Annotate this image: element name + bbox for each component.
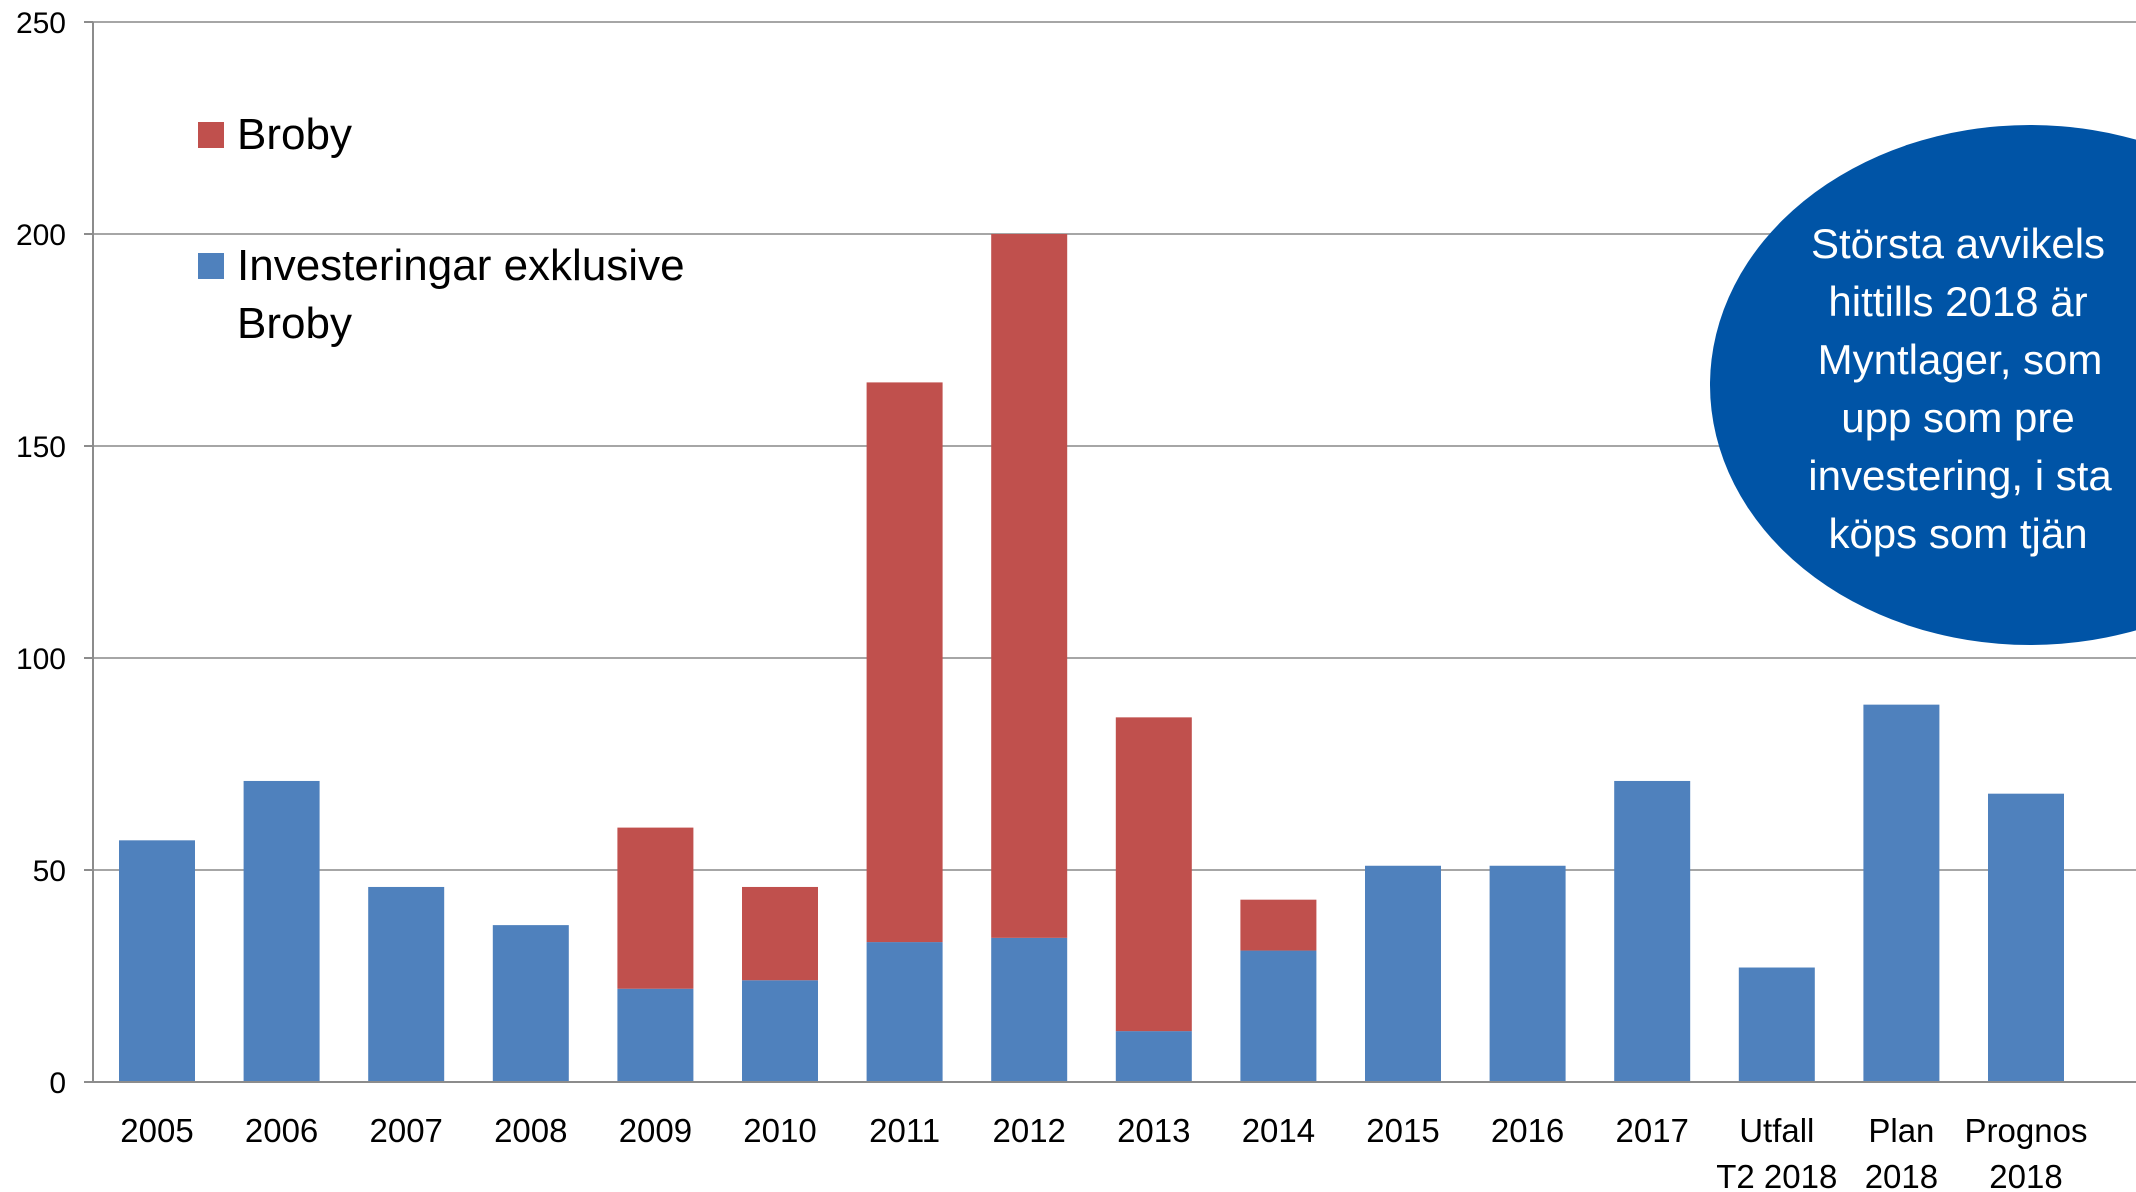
bar-investeringar-prognos-2018 xyxy=(1988,793,2064,1082)
x-tick-label: Utfall xyxy=(1739,1112,1814,1149)
x-tick-label: 2013 xyxy=(1117,1112,1190,1149)
x-tick-label: 2015 xyxy=(1366,1112,1439,1149)
bar-broby-2009 xyxy=(617,827,694,989)
x-tick-label: 2005 xyxy=(120,1112,193,1149)
y-tick-label: 0 xyxy=(49,1067,66,1100)
bar-broby-2013 xyxy=(1115,717,1192,1032)
x-tick-label: 2010 xyxy=(743,1112,816,1149)
bar-investeringar-2009 xyxy=(617,988,694,1082)
x-tick-label: 2018 xyxy=(1989,1158,2062,1192)
y-axis: 0 50 100 150 200 250 xyxy=(16,7,94,1100)
x-axis: 2005 2006 2007 2008 2009 2010 2011 2012 2013 2014… xyxy=(93,1081,2136,1192)
annotation-line: upp som pre xyxy=(1841,394,2074,441)
x-tick-label: Plan xyxy=(1868,1112,1934,1149)
bar-investeringar-2005 xyxy=(119,840,195,1082)
x-tick-label: 2008 xyxy=(494,1112,567,1149)
x-tick-label: 2018 xyxy=(1865,1158,1938,1192)
bar-investeringar-2006 xyxy=(243,780,320,1082)
y-tick-label: 50 xyxy=(33,855,66,888)
annotation-ellipse xyxy=(1710,125,2136,645)
legend-label-investeringar: Investeringar exklusive Broby xyxy=(237,241,685,348)
annotation-line: investering, i sta xyxy=(1808,452,2112,499)
legend-swatch-investeringar xyxy=(198,253,224,279)
x-tick-label: 2009 xyxy=(619,1112,692,1149)
bar-investeringar-2008 xyxy=(492,925,569,1082)
annotation-line: hittills 2018 är xyxy=(1828,278,2087,325)
annotation-text: Största avvikels hittills 2018 är Myntlage… xyxy=(1808,220,2112,557)
x-tick-label: 2014 xyxy=(1242,1112,1315,1149)
bars xyxy=(119,234,2064,1082)
bar-investeringar-plan-2018 xyxy=(1863,704,1940,1082)
bar-investeringar-2007 xyxy=(368,886,445,1082)
x-tick-label: T2 2018 xyxy=(1716,1158,1837,1192)
bar-investeringar-2012 xyxy=(991,937,1068,1082)
bar-investeringar-2011 xyxy=(866,942,943,1082)
annotation-line: köps som tjän xyxy=(1828,510,2087,557)
annotation-bubble: Största avvikels hittills 2018 är Myntlage… xyxy=(1710,125,2136,645)
x-tick-label: 2016 xyxy=(1491,1112,1564,1149)
annotation-line: Myntlager, som xyxy=(1818,336,2103,383)
y-tick-label: 250 xyxy=(16,7,66,40)
legend-swatch-broby xyxy=(198,122,224,148)
y-tick-label: 150 xyxy=(16,431,66,464)
annotation-line: Största avvikels xyxy=(1811,220,2105,267)
x-tick-label: 2012 xyxy=(992,1112,1065,1149)
bar-investeringar-2016 xyxy=(1489,865,1566,1082)
x-tick-label: 2007 xyxy=(369,1112,442,1149)
y-tick-label: 100 xyxy=(16,643,66,676)
x-tick-label: 2011 xyxy=(869,1112,940,1149)
bar-investeringar-2014 xyxy=(1240,950,1317,1082)
x-tick-label: 2017 xyxy=(1615,1112,1688,1149)
bar-broby-2010 xyxy=(742,886,818,981)
bar-broby-2014 xyxy=(1240,899,1317,951)
bar-investeringar-utfall-t2-2018 xyxy=(1738,967,1815,1082)
bar-investeringar-2013 xyxy=(1115,1031,1192,1082)
bar-investeringar-2015 xyxy=(1365,865,1441,1082)
bar-broby-2011 xyxy=(866,382,943,943)
legend: Broby Investeringar exklusive Broby xyxy=(198,110,685,348)
bar-investeringar-2010 xyxy=(742,980,818,1082)
bar-broby-2012 xyxy=(991,234,1068,938)
bar-investeringar-2017 xyxy=(1614,780,1691,1082)
legend-label-broby: Broby xyxy=(237,110,352,159)
y-tick-label: 200 xyxy=(16,219,66,252)
x-tick-label: Prognos xyxy=(1965,1112,2088,1149)
x-tick-label: 2006 xyxy=(245,1112,318,1149)
